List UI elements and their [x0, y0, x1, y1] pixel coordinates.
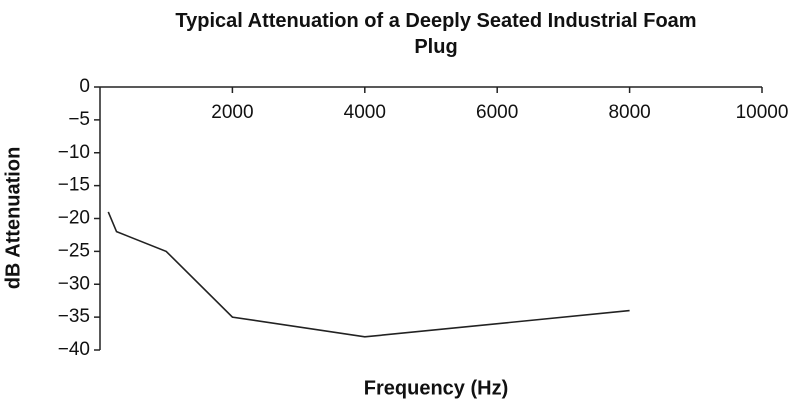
x-tick-label: 8000: [608, 102, 650, 123]
y-tick-label: −15: [58, 175, 90, 196]
x-axis-title: Frequency (Hz): [364, 377, 508, 399]
chart-title: Typical Attenuation of a Deeply Seated I…: [175, 10, 697, 58]
y-tick-label: −30: [58, 273, 90, 294]
data-line: [107, 211, 630, 338]
y-tick-label: −20: [58, 208, 90, 229]
y-axis-title: dB Attenuation: [2, 147, 24, 290]
x-tick-label: 6000: [476, 102, 518, 123]
y-tick-label: −40: [58, 339, 90, 360]
y-tick-label: −25: [58, 240, 90, 261]
x-tick-label: 2000: [211, 102, 253, 123]
y-tick-label: −5: [68, 109, 90, 130]
y-tick-label: −10: [58, 142, 90, 163]
y-tick-label: −35: [58, 306, 90, 327]
y-tick-label: 0: [79, 76, 90, 97]
x-tick-label: 4000: [344, 102, 386, 123]
x-tick-label: 10000: [736, 102, 789, 123]
